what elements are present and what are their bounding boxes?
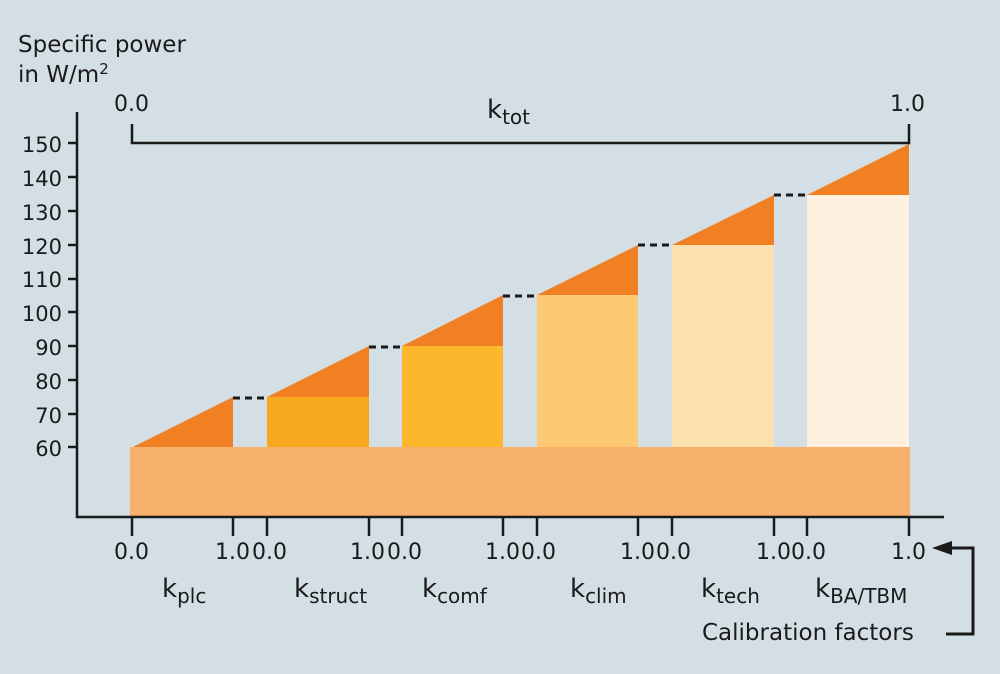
y-axis-title-line2: in W/m2	[18, 62, 109, 87]
k-tot-start-label: 0.0	[114, 92, 149, 117]
y-tick-label: 60	[35, 437, 62, 461]
dashed-connectors	[233, 193, 807, 400]
y-tick-label: 70	[35, 404, 62, 428]
category-label-comf: kcomf	[422, 574, 487, 608]
x-tick-label: 0.0	[252, 540, 287, 565]
y-tick-label: 150	[21, 133, 62, 157]
y-axis-title-line1: Specific power	[18, 32, 186, 58]
k-tot-label: ktot	[487, 95, 530, 129]
y-tick-label: 90	[35, 336, 62, 360]
category-label-struct: kstruct	[294, 574, 368, 608]
category-label-ba-tbm: kBA/TBM	[815, 574, 908, 608]
y-tick-label: 110	[21, 268, 62, 292]
x-tick-label: 0.0	[114, 540, 149, 565]
x-tick-label: 0.0	[656, 540, 691, 565]
x-tick-label: 0.0	[387, 540, 422, 565]
x-tick-label: 1.0	[350, 540, 385, 565]
triangle-clim	[537, 245, 638, 295]
y-tick-label: 100	[21, 302, 62, 326]
k-tot-bracket	[130, 124, 911, 145]
arrow-head-icon	[932, 541, 952, 555]
y-tick-label: 130	[21, 201, 62, 225]
k-tot-main: k	[487, 95, 503, 125]
x-tick-label: 1.0	[891, 540, 926, 565]
triangle-struct	[267, 346, 369, 397]
bar-clim	[537, 295, 638, 447]
k-tot-sub: tot	[502, 105, 530, 129]
bar-ba-tbm	[807, 195, 909, 447]
y-axis-unit-exponent: 2	[99, 60, 109, 78]
category-label-tech: ktech	[701, 574, 760, 608]
triangle-comf	[402, 295, 503, 346]
x-tick-label: 1.0	[756, 540, 791, 565]
bar-struct	[267, 397, 369, 447]
x-tick-label: 1.0	[485, 540, 520, 565]
y-tick-label: 80	[35, 370, 62, 394]
triangle-plc	[133, 397, 233, 447]
k-tot-end-label: 1.0	[890, 92, 925, 117]
calibration-factors-label: Calibration factors	[702, 620, 914, 646]
category-label-plc: kplc	[162, 574, 207, 608]
x-axis	[76, 515, 944, 536]
category-label-clim: kclim	[570, 574, 627, 608]
y-axis-unit: in W/m	[18, 62, 100, 88]
x-tick-label: 0.0	[521, 540, 556, 565]
triangle-ba-tbm	[807, 144, 909, 195]
y-axis	[68, 112, 79, 518]
x-tick-label: 0.0	[791, 540, 826, 565]
bar-tech	[672, 245, 774, 447]
triangle-tech	[672, 195, 774, 245]
x-tick-label: 1.0	[620, 540, 655, 565]
base-block	[130, 447, 910, 517]
y-tick-label: 140	[21, 167, 62, 191]
x-tick-label: 1.0	[215, 540, 250, 565]
bar-comf	[402, 346, 503, 447]
y-tick-label: 120	[21, 235, 62, 259]
calibration-arrow	[932, 541, 975, 636]
